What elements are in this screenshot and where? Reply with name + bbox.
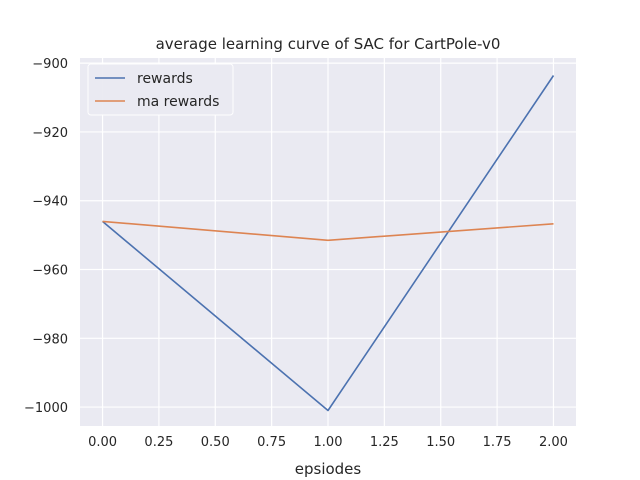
x-tick-label: 1.00 (314, 435, 343, 450)
x-tick-label: 0.00 (88, 435, 117, 450)
chart-title: average learning curve of SAC for CartPo… (156, 35, 501, 53)
x-tick-label: 1.75 (483, 435, 512, 450)
y-tick-label: −920 (32, 126, 68, 141)
x-axis-title: epsiodes (295, 460, 362, 478)
series-line-ma-rewards (102, 220, 554, 242)
x-tick-label: 1.25 (370, 435, 399, 450)
x-tick-label: 0.50 (201, 435, 230, 450)
series-lines (101, 75, 555, 412)
series-line-rewards (101, 75, 555, 412)
legend-label-ma-rewards: ma rewards (137, 94, 219, 110)
x-tick-label: 0.75 (257, 435, 286, 450)
legend-label-rewards: rewards (137, 71, 193, 87)
grid (80, 58, 576, 426)
y-tick-labels: −1000 −980 −960 −940 −920 −900 (24, 57, 68, 416)
x-tick-label: 0.25 (144, 435, 173, 450)
x-tick-label: 1.50 (426, 435, 455, 450)
legend: rewards ma rewards (87, 63, 234, 116)
legend-box (87, 63, 234, 116)
x-tick-label: 2.00 (539, 435, 568, 450)
y-tick-label: −960 (32, 264, 68, 279)
y-tick-label: −1000 (24, 401, 68, 416)
y-tick-label: −900 (32, 57, 68, 72)
y-tick-label: −980 (32, 332, 68, 347)
x-tick-labels: 0.00 0.25 0.50 0.75 1.00 1.25 1.50 1.75 2.00 (88, 435, 568, 450)
y-tick-label: −940 (32, 195, 68, 210)
